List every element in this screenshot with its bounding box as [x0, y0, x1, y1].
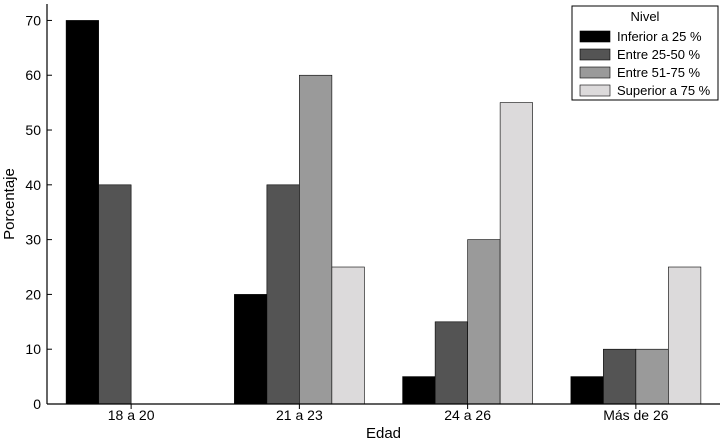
bar	[635, 348, 669, 405]
legend-label: Superior a 75 %	[617, 83, 711, 98]
x-ticks: 18 a 20 21 a 23 24 a 26 Más de 26	[108, 404, 669, 423]
legend-label: Entre 51-75 %	[617, 65, 701, 80]
x-axis-title: Edad	[366, 425, 401, 442]
bar	[603, 348, 637, 405]
bar	[434, 321, 468, 405]
legend-label: Entre 25-50 %	[617, 47, 701, 62]
bar	[499, 102, 533, 405]
bar	[65, 20, 99, 405]
y-tick-label: 50	[25, 122, 41, 138]
y-tick-label: 70	[25, 12, 41, 28]
legend-swatch	[579, 30, 611, 43]
legend-swatch	[579, 66, 611, 79]
bar	[570, 376, 604, 405]
y-tick-label: 0	[33, 396, 41, 412]
x-tick-label: 24 a 26	[444, 407, 491, 423]
legend-title: Nivel	[631, 9, 660, 24]
y-ticks: 0 10 20 30 40 50 60 70	[25, 12, 52, 412]
x-tick-label: 21 a 23	[276, 407, 323, 423]
legend: Nivel Inferior a 25 % Entre 25-50 % Entre …	[571, 5, 719, 101]
y-tick-label: 30	[25, 232, 41, 248]
bars-layer	[65, 20, 702, 405]
x-tick-label: 18 a 20	[108, 407, 155, 423]
legend-items: Inferior a 25 % Entre 25-50 % Entre 51-75 …	[579, 29, 711, 98]
y-tick-label: 10	[25, 341, 41, 357]
bar	[467, 239, 501, 405]
axes-layer: 0 10 20 30 40 50 60 70 18 a 20 21 a 23 24 a 26 Más…	[25, 4, 720, 423]
y-tick-label: 20	[25, 286, 41, 302]
legend-swatch	[579, 48, 611, 61]
y-tick-label: 40	[25, 177, 41, 193]
legend-swatch	[579, 84, 611, 97]
bar	[98, 184, 132, 405]
bar	[266, 184, 300, 405]
bar	[668, 266, 702, 405]
y-axis-title: Porcentaje	[1, 168, 18, 240]
bar	[331, 266, 365, 405]
bar	[402, 376, 436, 405]
x-tick-label: Más de 26	[603, 407, 669, 423]
y-tick-label: 60	[25, 67, 41, 83]
bar	[299, 74, 333, 405]
legend-label: Inferior a 25 %	[617, 29, 702, 44]
bar	[234, 294, 268, 405]
